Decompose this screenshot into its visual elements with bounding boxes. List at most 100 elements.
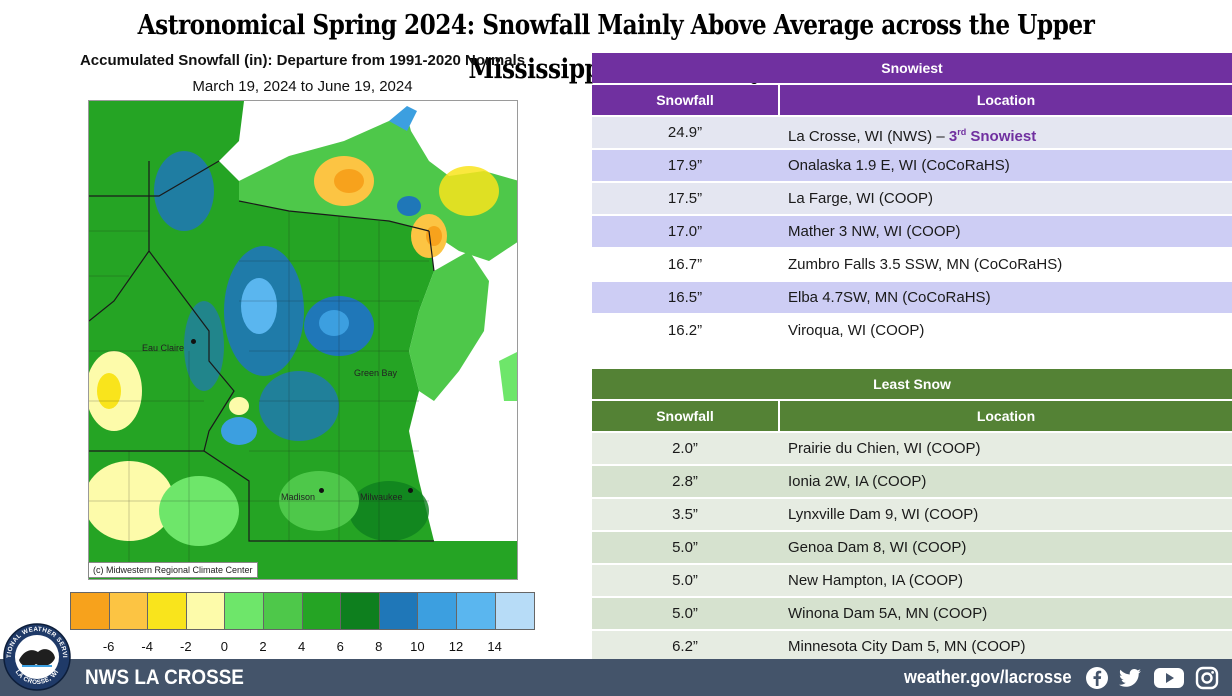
location-text: Winona Dam 5A, MN (COOP) xyxy=(788,605,988,622)
facebook-icon[interactable] xyxy=(1084,666,1110,690)
map-date-range: March 19, 2024 to June 19, 2024 xyxy=(192,78,413,95)
snowfall-cell: 2.8” xyxy=(672,473,698,490)
location-text: Minnesota City Dam 5, MN (COOP) xyxy=(788,638,1026,655)
instagram-icon[interactable] xyxy=(1194,666,1220,690)
legend-tick-labels: -6 -4 -2 0 2 4 6 8 10 12 14 xyxy=(70,639,534,655)
legend-tick-label: 6 xyxy=(336,639,344,654)
location-text: New Hampton, IA (COOP) xyxy=(788,572,964,589)
legend-tick-label: 12 xyxy=(448,639,464,654)
table-row: 16.7” Zumbro Falls 3.5 SSW, MN (CoCoRaHS) xyxy=(592,249,1232,280)
color-legend xyxy=(70,592,536,630)
location-text: Genoa Dam 8, WI (COOP) xyxy=(788,539,967,556)
location-text: Viroqua, WI (COOP) xyxy=(788,322,925,339)
snowiest-banner: Snowiest xyxy=(592,53,1232,83)
table-row: 16.2” Viroqua, WI (COOP) xyxy=(592,315,1232,346)
snowfall-cell: 17.5” xyxy=(667,190,703,207)
least-snow-table: Least Snow Snowfall Location 2.0” Prairie… xyxy=(592,369,1232,662)
table-row: 17.9” Onalaska 1.9 E, WI (CoCoRaHS) xyxy=(592,150,1232,181)
rank-note: 3rd Snowiest xyxy=(949,127,1037,145)
rank-suffix: rd xyxy=(957,127,967,137)
legend-swatch xyxy=(379,593,419,629)
location-text: La Crosse, WI (NWS) – xyxy=(788,128,949,145)
snowiest-header-row: Snowfall Location xyxy=(592,85,1232,115)
legend-swatch xyxy=(109,593,149,629)
legend-swatch xyxy=(341,593,380,629)
footer-bar: NWS LA CROSSE weather.gov/lacrosse xyxy=(0,659,1232,696)
location-cell: Winona Dam 5A, MN (COOP) xyxy=(780,598,1232,629)
location-text: Lynxville Dam 9, WI (COOP) xyxy=(788,506,979,523)
legend-swatch xyxy=(302,593,342,629)
map-credit: (c) Midwestern Regional Climate Center xyxy=(88,562,258,578)
nws-logo: NATIONAL WEATHER SERVICE LA CROSSE, WI xyxy=(2,622,71,691)
snowfall-cell: 17.0” xyxy=(667,223,703,240)
least-snow-col-location: Location xyxy=(780,401,1232,431)
snowfall-cell: 16.7” xyxy=(667,256,703,273)
legend-swatch xyxy=(263,593,303,629)
location-cell: Ionia 2W, IA (COOP) xyxy=(780,466,1232,497)
city-label-milwaukee: Milwaukee xyxy=(360,492,403,502)
legend-swatch xyxy=(495,593,535,629)
table-row: 2.0” Prairie du Chien, WI (COOP) xyxy=(592,433,1232,464)
city-label-madison: Madison xyxy=(281,492,316,502)
location-text: Ionia 2W, IA (COOP) xyxy=(788,473,927,490)
snowfall-cell: 3.5” xyxy=(672,506,698,523)
table-row: 6.2” Minnesota City Dam 5, MN (COOP) xyxy=(592,631,1232,662)
table-row: 17.0” Mather 3 NW, WI (COOP) xyxy=(592,216,1232,247)
city-marker-madison xyxy=(319,488,324,493)
location-text: Elba 4.7SW, MN (CoCoRaHS) xyxy=(788,289,991,306)
table-row: 16.5” Elba 4.7SW, MN (CoCoRaHS) xyxy=(592,282,1232,313)
least-snow-header-row: Snowfall Location xyxy=(592,401,1232,431)
table-row: 5.0” New Hampton, IA (COOP) xyxy=(592,565,1232,596)
legend-tick-label: -4 xyxy=(141,639,153,654)
table-row: 5.0” Winona Dam 5A, MN (COOP) xyxy=(592,598,1232,629)
footer-website-link[interactable]: weather.gov/lacrosse xyxy=(904,667,1072,687)
legend-tick-label: -2 xyxy=(180,639,192,654)
table-row: 17.5” La Farge, WI (COOP) xyxy=(592,183,1232,214)
page-title: Astronomical Spring 2024: Snowfall Mainl… xyxy=(137,10,1095,85)
twitter-icon[interactable] xyxy=(1117,666,1143,690)
footer-brand: NWS LA CROSSE xyxy=(85,666,244,689)
least-snow-col-snowfall: Snowfall xyxy=(592,401,778,431)
snowfall-cell: 17.9” xyxy=(667,157,703,174)
rank-text: Snowiest xyxy=(966,128,1037,145)
location-cell: Lynxville Dam 9, WI (COOP) xyxy=(780,499,1232,530)
snowfall-cell: 5.0” xyxy=(672,539,698,556)
legend-swatch xyxy=(71,593,110,629)
table-row: 2.8” Ionia 2W, IA (COOP) xyxy=(592,466,1232,497)
location-text: Mather 3 NW, WI (COOP) xyxy=(788,223,961,240)
table-row: 24.9” La Crosse, WI (NWS) – 3rd Snowiest xyxy=(592,117,1232,148)
location-cell: La Farge, WI (COOP) xyxy=(780,183,1232,214)
location-cell: New Hampton, IA (COOP) xyxy=(780,565,1232,596)
youtube-icon[interactable] xyxy=(1152,666,1186,690)
map-heading: Accumulated Snowfall (in): Departure fro… xyxy=(79,52,526,69)
snowfall-cell: 5.0” xyxy=(672,605,698,622)
city-label-green-bay: Green Bay xyxy=(354,368,398,378)
snowfall-cell: 16.5” xyxy=(667,289,703,306)
snowiest-rows: 24.9” La Crosse, WI (NWS) – 3rd Snowiest 1… xyxy=(592,117,1232,346)
snowfall-cell: 5.0” xyxy=(672,572,698,589)
legend-swatch xyxy=(186,593,226,629)
legend-tick-label: 14 xyxy=(487,639,502,654)
location-cell: Zumbro Falls 3.5 SSW, MN (CoCoRaHS) xyxy=(780,249,1232,280)
location-text: Zumbro Falls 3.5 SSW, MN (CoCoRaHS) xyxy=(788,256,1063,273)
table-row: 5.0” Genoa Dam 8, WI (COOP) xyxy=(592,532,1232,563)
location-text: Prairie du Chien, WI (COOP) xyxy=(788,440,981,457)
snowfall-departure-map xyxy=(88,100,518,580)
least-snow-banner: Least Snow xyxy=(592,369,1232,399)
city-label-eau-claire: Eau Claire xyxy=(142,343,185,353)
map-graphic xyxy=(89,101,517,579)
snowiest-col-snowfall: Snowfall xyxy=(592,85,778,115)
legend-tick-label: 10 xyxy=(410,639,425,654)
least-snow-rows: 2.0” Prairie du Chien, WI (COOP) 2.8” Ionia… xyxy=(592,433,1232,662)
location-cell: Mather 3 NW, WI (COOP) xyxy=(780,216,1232,247)
location-cell: Viroqua, WI (COOP) xyxy=(780,315,1232,346)
legend-tick-label: 8 xyxy=(375,639,383,654)
city-marker-eau-claire xyxy=(191,339,196,344)
legend-tick-label: 4 xyxy=(297,639,306,654)
snowfall-cell: 24.9” xyxy=(667,124,703,141)
legend-swatch xyxy=(418,593,457,629)
snowiest-col-location: Location xyxy=(780,85,1232,115)
location-cell: La Crosse, WI (NWS) – 3rd Snowiest xyxy=(780,117,1232,148)
location-cell: Genoa Dam 8, WI (COOP) xyxy=(780,532,1232,563)
snowfall-cell: 6.2” xyxy=(672,638,698,655)
